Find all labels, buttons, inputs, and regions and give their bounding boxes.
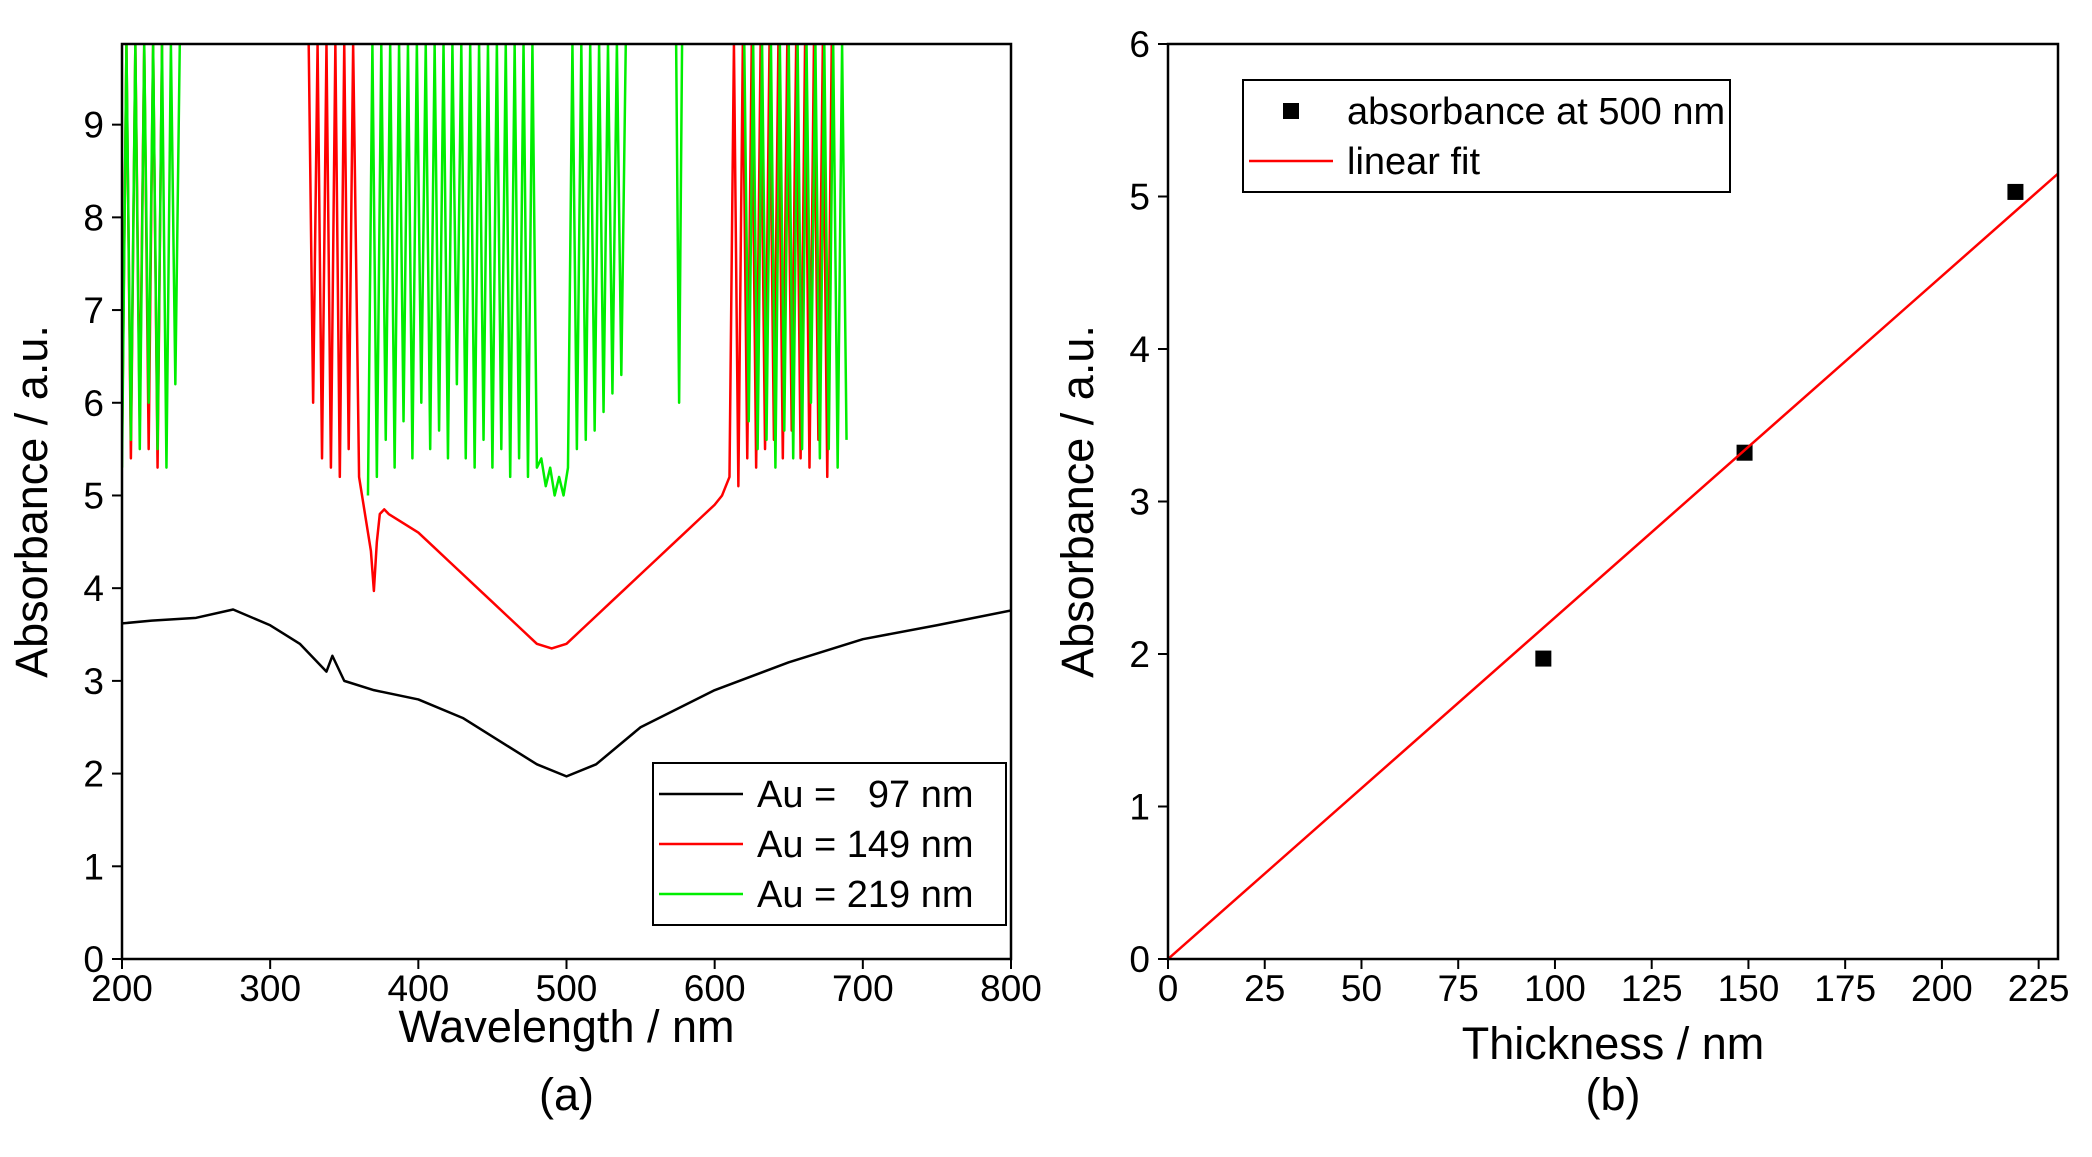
series-line: [1168, 172, 2058, 959]
y-axis-title: Absorbance / a.u.: [1052, 325, 1103, 678]
legend-label: Au = 97 nm: [757, 774, 974, 816]
x-tick-label: 75: [1438, 968, 1479, 1009]
x-tick-label: 800: [980, 968, 1042, 1009]
y-tick-label: 0: [83, 939, 104, 980]
legend: absorbance at 500 nm linear fit: [1242, 79, 1731, 193]
x-axis-title: Thickness / nm: [1462, 1018, 1765, 1069]
series-line: [122, 44, 848, 497]
y-tick-label: 1: [1129, 787, 1150, 828]
plot-frame: [120, 42, 1013, 961]
y-tick-label: 2: [83, 754, 104, 795]
y-tick-label: 1: [83, 846, 104, 887]
x-tick-label: 125: [1621, 968, 1683, 1009]
y-tick-label: 9: [83, 105, 104, 146]
x-tick-label: 50: [1341, 968, 1382, 1009]
legend-label: linear fit: [1347, 141, 1480, 183]
y-tick-label: 4: [83, 568, 104, 609]
y-tick-label: 2: [1129, 634, 1150, 675]
x-tick-label: 200: [91, 968, 153, 1009]
caption: (a): [539, 1069, 594, 1120]
y-axis-title: Absorbance / a.u.: [6, 325, 57, 678]
legend-label: absorbance at 500 nm: [1347, 91, 1725, 133]
series-line: [122, 608, 1011, 778]
y-tick-label: 4: [1129, 329, 1150, 370]
legend-marker: [1283, 103, 1299, 119]
x-tick-label: 225: [2008, 968, 2070, 1009]
panel: 200 300 400 500 600 700 800 0 1 2 3 4 5 6 7 8 9 Wavelengt…: [6, 42, 1042, 1120]
legend-label: Au = 149 nm: [757, 824, 974, 866]
y-tick-label: 6: [1129, 24, 1150, 65]
x-tick-label: 300: [239, 968, 301, 1009]
x-axis-title: Wavelength / nm: [399, 1001, 735, 1052]
y-tick-label: 3: [1129, 482, 1150, 523]
plot-frame: [1166, 42, 2060, 961]
y-tick-label: 5: [1129, 177, 1150, 218]
y-tick-label: 6: [83, 383, 104, 424]
x-tick-label: 500: [536, 968, 598, 1009]
y-tick-label: 0: [1129, 939, 1150, 980]
x-tick-label: 700: [832, 968, 894, 1009]
plot-area: [1168, 172, 2058, 959]
x-tick-label: 150: [1718, 968, 1780, 1009]
legend: Au = 97 nm Au = 149 nm Au = 219 nm: [652, 762, 1007, 926]
x-tick-label: 25: [1244, 968, 1285, 1009]
legend-box: [1242, 79, 1731, 193]
marker: [1736, 444, 1753, 461]
y-tick-label: 8: [83, 197, 104, 238]
plot-area: [122, 44, 1011, 778]
y-tick-label: 3: [83, 661, 104, 702]
x-tick-label: 100: [1524, 968, 1586, 1009]
marker: [2007, 183, 2024, 200]
x-tick-label: 400: [387, 968, 449, 1009]
x-tick-label: 200: [1911, 968, 1973, 1009]
x-tick-label: 0: [1158, 968, 1179, 1009]
caption: (b): [1586, 1069, 1641, 1120]
legend-label: Au = 219 nm: [757, 874, 974, 916]
x-tick-label: 175: [1814, 968, 1876, 1009]
y-tick-label: 7: [83, 290, 104, 331]
panel: 0 25 50 75 100 125 150 175 200 225 0 1 2 3 4 5 6 Thicknes…: [1052, 24, 2070, 1120]
marker: [1535, 650, 1552, 667]
y-tick-label: 5: [83, 475, 104, 516]
x-tick-label: 600: [684, 968, 746, 1009]
